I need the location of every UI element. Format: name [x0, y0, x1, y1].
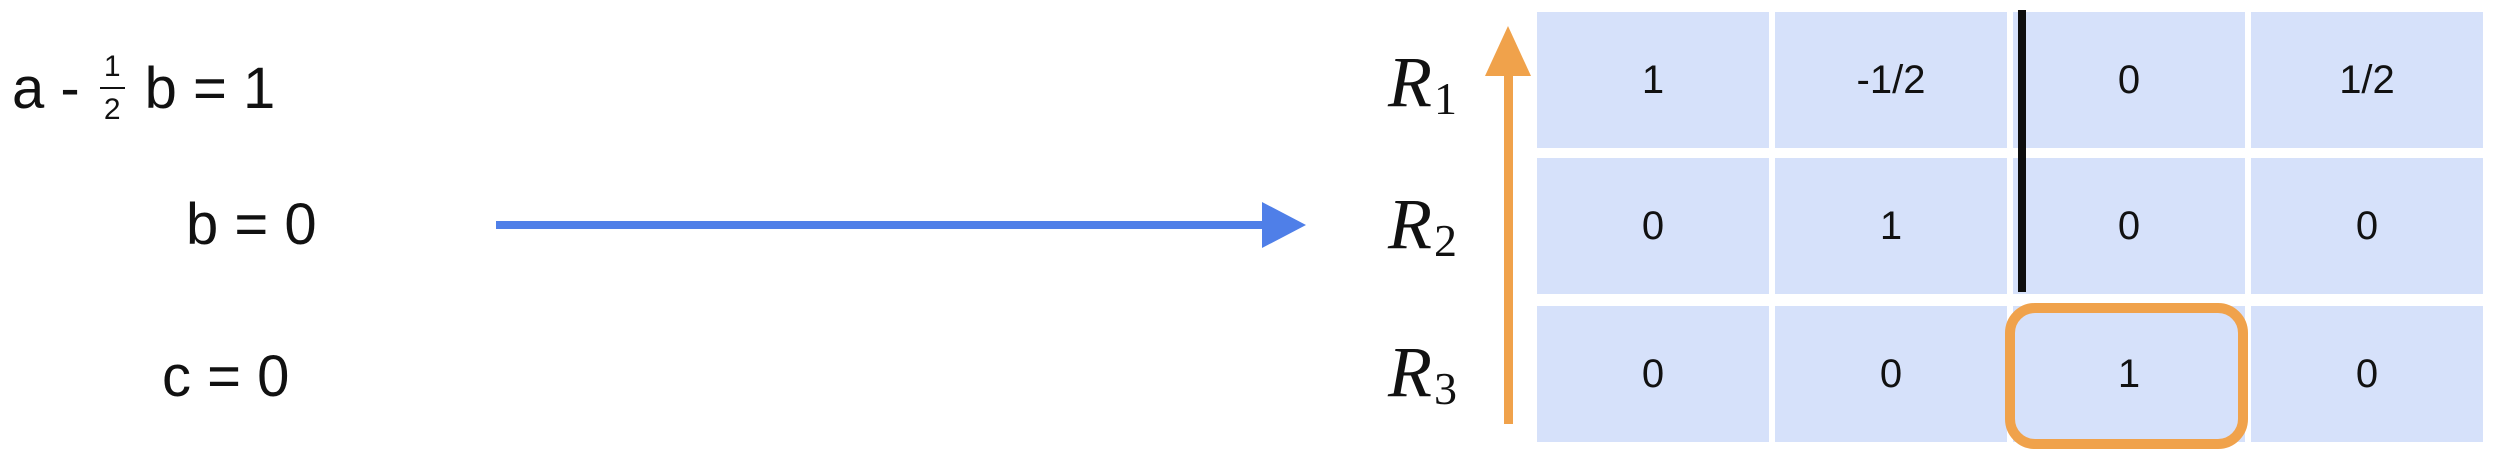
equation-1-lhs: a - — [12, 55, 80, 121]
row-label-index: 3 — [1433, 363, 1457, 414]
pivot-highlight — [2005, 303, 2248, 449]
matrix-cell-r1-c3: 0 — [2013, 12, 2245, 148]
row-label-r3: R3 — [1388, 336, 1457, 412]
transform-arrow-head — [1262, 202, 1306, 248]
fraction-one-half: 1 2 — [99, 50, 125, 127]
row-label-index: 2 — [1433, 215, 1457, 266]
matrix-cell-r3-c3: 1 — [2013, 306, 2245, 442]
matrix-cell-r2-c4: 0 — [2251, 158, 2483, 294]
fraction-denominator: 2 — [103, 92, 121, 126]
equation-2: b = 0 — [186, 192, 317, 257]
row-operation-arrow-shaft — [1504, 72, 1513, 424]
matrix-cell-r1-c2: -1/2 — [1775, 12, 2007, 148]
row-label-letter: R — [1388, 184, 1432, 264]
matrix-cell-r2-c1: 0 — [1537, 158, 1769, 294]
row-operation-arrow-head — [1485, 26, 1531, 76]
matrix-cell-r2-c2: 1 — [1775, 158, 2007, 294]
transform-arrow-shaft — [496, 221, 1266, 229]
equation-1: a - 1 2 b = 1 — [12, 50, 276, 131]
matrix-cell-r3-c1: 0 — [1537, 306, 1769, 442]
row-label-r1: R1 — [1388, 46, 1457, 122]
row-label-letter: R — [1388, 332, 1432, 412]
equation-1-rhs: b = 1 — [144, 55, 276, 121]
augment-divider — [2018, 10, 2026, 292]
matrix-cell-r1-c4: 1/2 — [2251, 12, 2483, 148]
row-label-letter: R — [1388, 42, 1432, 122]
row-label-index: 1 — [1433, 73, 1457, 124]
row-label-r2: R2 — [1388, 188, 1457, 264]
matrix-cell-r3-c2: 0 — [1775, 306, 2007, 442]
fraction-numerator: 1 — [99, 50, 125, 89]
equation-3: c = 0 — [162, 344, 290, 409]
matrix-cell-r3-c4: 0 — [2251, 306, 2483, 442]
matrix-cell-r1-c1: 1 — [1537, 12, 1769, 148]
matrix-cell-r2-c3: 0 — [2013, 158, 2245, 294]
